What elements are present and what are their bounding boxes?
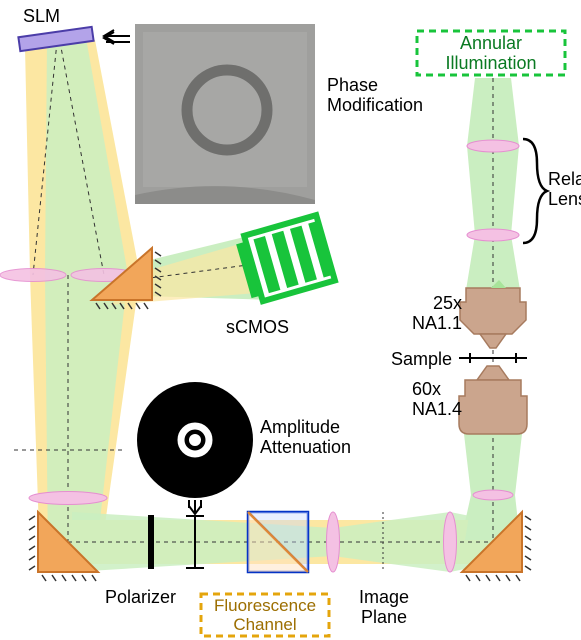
amplitude-disc: [137, 382, 253, 498]
optics-diagram: [0, 0, 581, 640]
relay-lens-2: [467, 229, 519, 241]
polarizer-element: [148, 515, 154, 569]
phase-modification-image: [135, 24, 315, 204]
lens-left-a: [0, 269, 66, 282]
label-polarizer: Polarizer: [105, 588, 176, 608]
objective-25x: [460, 288, 526, 348]
scmos-detector: [234, 215, 334, 304]
label-image-plane: Image Plane: [359, 588, 409, 628]
arrow-phase-to-slm: [104, 30, 130, 44]
objective-60x: [459, 366, 527, 434]
label-amp: Amplitude Attenuation: [260, 418, 351, 458]
label-slm: SLM: [23, 7, 60, 27]
lens-left-bottom: [29, 492, 107, 505]
lens-right-small: [473, 490, 513, 500]
lens-bottom-1: [327, 512, 340, 572]
lens-bottom-2: [444, 512, 457, 572]
relay-brace: [523, 139, 547, 243]
arrow-amp-down: [189, 500, 201, 514]
label-annular: Annular Illumination: [433, 34, 549, 74]
label-obj2: 60x NA1.4: [412, 380, 462, 420]
label-obj1: 25x NA1.1: [412, 294, 462, 334]
label-sample: Sample: [391, 350, 452, 370]
label-relay: Relay Lens: [548, 170, 581, 210]
label-phase-mod: Phase Modification: [327, 76, 423, 116]
label-fluor: Fluorescence Channel: [208, 597, 322, 634]
label-scmos: sCMOS: [226, 318, 289, 338]
relay-lens-1: [467, 140, 519, 152]
